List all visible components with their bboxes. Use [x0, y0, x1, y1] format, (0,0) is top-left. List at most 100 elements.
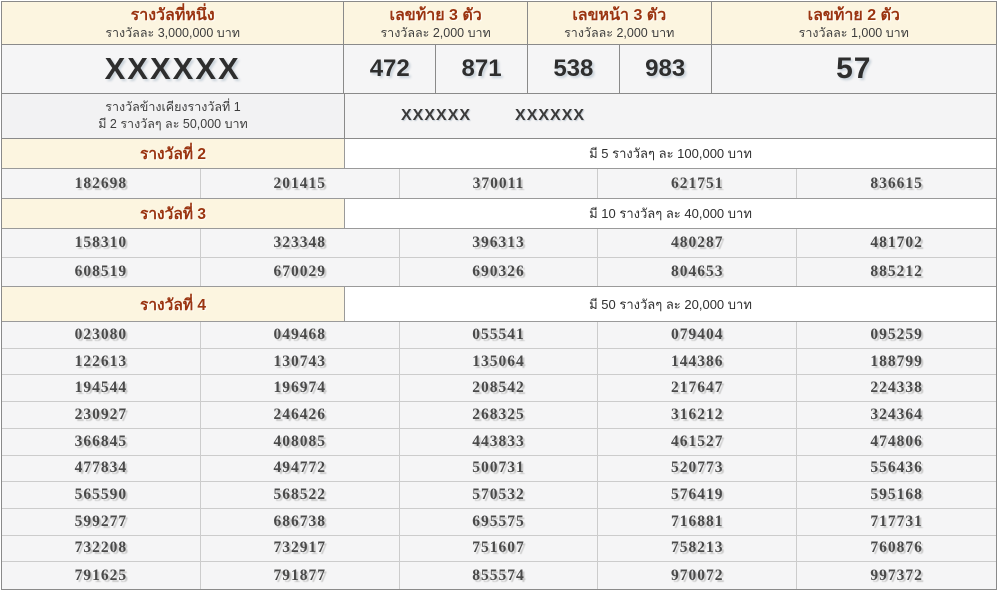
prize2-info: มี 5 รางวัลๆ ละ 100,000 บาท [589, 146, 752, 161]
prize-number: 695575 [399, 508, 599, 536]
prize-number: 500731 [399, 455, 599, 483]
prize-number: 568522 [200, 482, 400, 509]
prize-number: 366845 [2, 428, 201, 456]
prize-number: 122613 [2, 348, 201, 376]
last-three-number-2: 871 [436, 45, 528, 93]
prize-number: 599277 [2, 508, 201, 536]
prize-number: 836615 [870, 174, 923, 192]
prize-number: 396313 [399, 229, 599, 258]
prize-number: 055541 [399, 322, 599, 349]
prize-number: 751607 [399, 535, 599, 563]
prize-number: 608519 [2, 257, 201, 286]
prize-number: 758213 [598, 535, 798, 563]
front-three-number-1: 538 [528, 45, 620, 93]
last-three-number-1: 472 [344, 45, 437, 93]
prize-number: 268325 [399, 402, 599, 429]
last-three-title: เลขท้าย 3 ตัว [389, 6, 482, 24]
prize-number: 760876 [797, 536, 996, 563]
prize-number: 408085 [200, 428, 400, 456]
adjacent-prize-numbers: XXXXXX XXXXXX [345, 94, 996, 138]
prize-number: 970072 [598, 562, 798, 589]
prize4-title: รางวัลที่ 4 [140, 296, 206, 314]
prize-number: 732917 [200, 535, 400, 563]
adjacent-prize-label-line2: มี 2 รางวัลๆ ละ 50,000 บาท [98, 117, 248, 131]
prize-number: 477834 [2, 455, 201, 483]
prize-number: 481702 [797, 229, 996, 258]
prize2-numbers-grid: 182698 201415 370011 621751 836615 [2, 169, 996, 198]
front-three-number-2: 983 [620, 45, 712, 93]
prize-number: 194544 [2, 375, 201, 403]
prize-number: 188799 [797, 349, 996, 376]
adjacent-prize-number-1: XXXXXX [401, 107, 472, 124]
prize-number: 201415 [201, 169, 400, 198]
prize-number: 556436 [797, 456, 996, 483]
prize-number: 316212 [598, 402, 798, 429]
prize-number: 158310 [2, 229, 201, 258]
prize-number: 443833 [399, 428, 599, 456]
prize3-title-cell: รางวัลที่ 3 [2, 199, 345, 228]
prize-number: 997372 [870, 566, 923, 584]
first-prize-amount: รางวัลละ 3,000,000 บาท [105, 25, 240, 40]
prize-number: 323348 [200, 229, 400, 258]
prize-number: 565590 [2, 482, 201, 509]
prize-number: 079404 [598, 322, 798, 349]
prize4-info: มี 50 รางวัลๆ ละ 20,000 บาท [589, 296, 752, 312]
prize-number: 717731 [797, 509, 996, 536]
prize3-section-header: รางวัลที่ 3 มี 10 รางวัลๆ ละ 40,000 บาท [2, 198, 996, 229]
prize-number: 324364 [797, 402, 996, 429]
prize-number: 732208 [2, 535, 201, 563]
prize-number: 130743 [200, 348, 400, 376]
prize3-title: รางวัลที่ 3 [140, 206, 206, 223]
prize-number: 494772 [200, 455, 400, 483]
last-two-number: 57 [836, 52, 872, 85]
prize-number: 621751 [598, 169, 798, 198]
prize-number: 855574 [400, 562, 599, 589]
prize-number: 595168 [797, 482, 996, 509]
prize-number: 182698 [2, 169, 201, 198]
prize-number: 670029 [201, 257, 400, 286]
first-prize-number: XXXXXX [2, 45, 345, 93]
prize-number: 461527 [598, 428, 798, 456]
last-two-amount: รางวัลละ 1,000 บาท [798, 25, 909, 40]
prize-number: 690326 [400, 257, 599, 286]
prize-number: 144386 [598, 348, 798, 376]
prize-number: 224338 [797, 375, 996, 403]
adjacent-prize-label-line1: รางวัลข้างเคียงรางวัลที่ 1 [105, 100, 241, 114]
prize-number: 196974 [200, 375, 400, 403]
prize-number: 791625 [2, 562, 201, 589]
prize-number: 804653 [598, 257, 798, 286]
last-two-title: เลขท้าย 2 ตัว [807, 6, 900, 24]
front-three-digits-header: เลขหน้า 3 ตัว รางวัลละ 2,000 บาท [528, 2, 712, 44]
first-prize-title: รางวัลที่หนึ่ง [130, 6, 215, 24]
prize-number: 520773 [598, 455, 798, 483]
prize-number: 480287 [598, 229, 798, 258]
prize-number: 049468 [200, 322, 400, 349]
prize-number: 095259 [797, 322, 996, 349]
prize4-title-cell: รางวัลที่ 4 [2, 287, 345, 321]
prize4-section-header: รางวัลที่ 4 มี 50 รางวัลๆ ละ 20,000 บาท [2, 286, 996, 322]
prize-number: 208542 [399, 375, 599, 403]
prize-number: 023080 [2, 322, 201, 349]
adjacent-prize-row: รางวัลข้างเคียงรางวัลที่ 1 มี 2 รางวัลๆ … [2, 94, 996, 139]
front-three-title: เลขหน้า 3 ตัว [572, 6, 667, 24]
prize2-title-cell: รางวัลที่ 2 [2, 139, 345, 168]
front-three-amount: รางวัลละ 2,000 บาท [564, 25, 675, 40]
prize2-title: รางวัลที่ 2 [140, 146, 206, 163]
adjacent-prize-label: รางวัลข้างเคียงรางวัลที่ 1 มี 2 รางวัลๆ … [2, 94, 345, 138]
prize-number: 791877 [201, 562, 400, 589]
prize-number: 570532 [399, 482, 599, 509]
prize-number: 885212 [870, 262, 923, 280]
prize-number: 135064 [399, 348, 599, 376]
prize-number: 716881 [598, 508, 798, 536]
prize-number: 370011 [400, 169, 599, 198]
last-three-amount: รางวัลละ 2,000 บาท [380, 25, 491, 40]
first-prize-header: รางวัลที่หนึ่ง รางวัลละ 3,000,000 บาท [2, 2, 345, 44]
prize-type-header-row: รางวัลที่หนึ่ง รางวัลละ 3,000,000 บาท เล… [2, 2, 996, 45]
prize-number: 217647 [598, 375, 798, 403]
prize-number: 474806 [797, 429, 996, 456]
prize-number: 686738 [200, 508, 400, 536]
prize-number: 246426 [200, 402, 400, 429]
last-three-digits-header: เลขท้าย 3 ตัว รางวัลละ 2,000 บาท [344, 2, 528, 44]
prize3-info: มี 10 รางวัลๆ ละ 40,000 บาท [589, 206, 752, 221]
